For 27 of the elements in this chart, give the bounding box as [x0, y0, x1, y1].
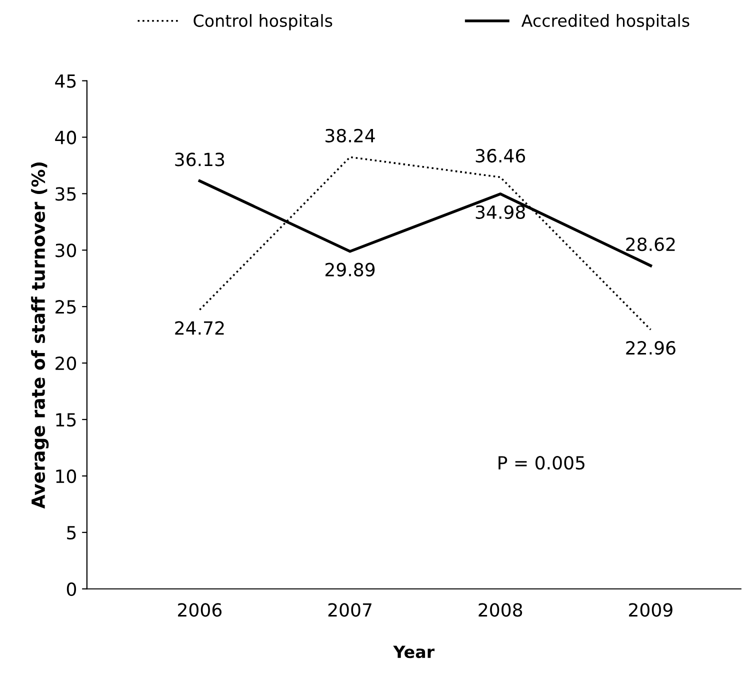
data-label: 36.13: [175, 152, 224, 166]
data-label: 29.89: [326, 262, 375, 276]
data-label: 24.72: [175, 321, 224, 335]
y-tick-label: 20: [56, 356, 76, 370]
y-axis-title: Average rate of staff turnover (%): [31, 162, 49, 509]
y-tick-label: 40: [55, 130, 76, 144]
x-tick-label: 2008: [478, 603, 522, 617]
data-label: 36.46: [476, 148, 526, 163]
y-tick-label: 10: [56, 469, 76, 484]
data-label: 34.98: [476, 205, 525, 219]
data-label: 22.96: [626, 341, 676, 355]
x-axis-title: Year: [393, 646, 435, 658]
data-label: 38.24: [326, 128, 375, 142]
x-tick-label: 2009: [629, 603, 672, 617]
y-tick-label: 35: [56, 187, 76, 201]
y-tick-label: 30: [56, 244, 76, 258]
legend-label: Control hospitals: [194, 14, 332, 30]
data-label: 28.62: [626, 237, 675, 252]
x-tick-label: 2006: [178, 603, 222, 617]
y-tick-label: 15: [56, 413, 76, 427]
y-tick-label: 25: [56, 300, 76, 314]
annotation: P = 0.005: [498, 456, 584, 470]
y-tick-label: 5: [67, 526, 76, 540]
x-tick-label: 2007: [328, 603, 372, 617]
y-tick-label: 0: [66, 582, 76, 596]
y-tick-label: 45: [55, 74, 76, 88]
legend-label: Accredited hospitals: [521, 14, 690, 30]
